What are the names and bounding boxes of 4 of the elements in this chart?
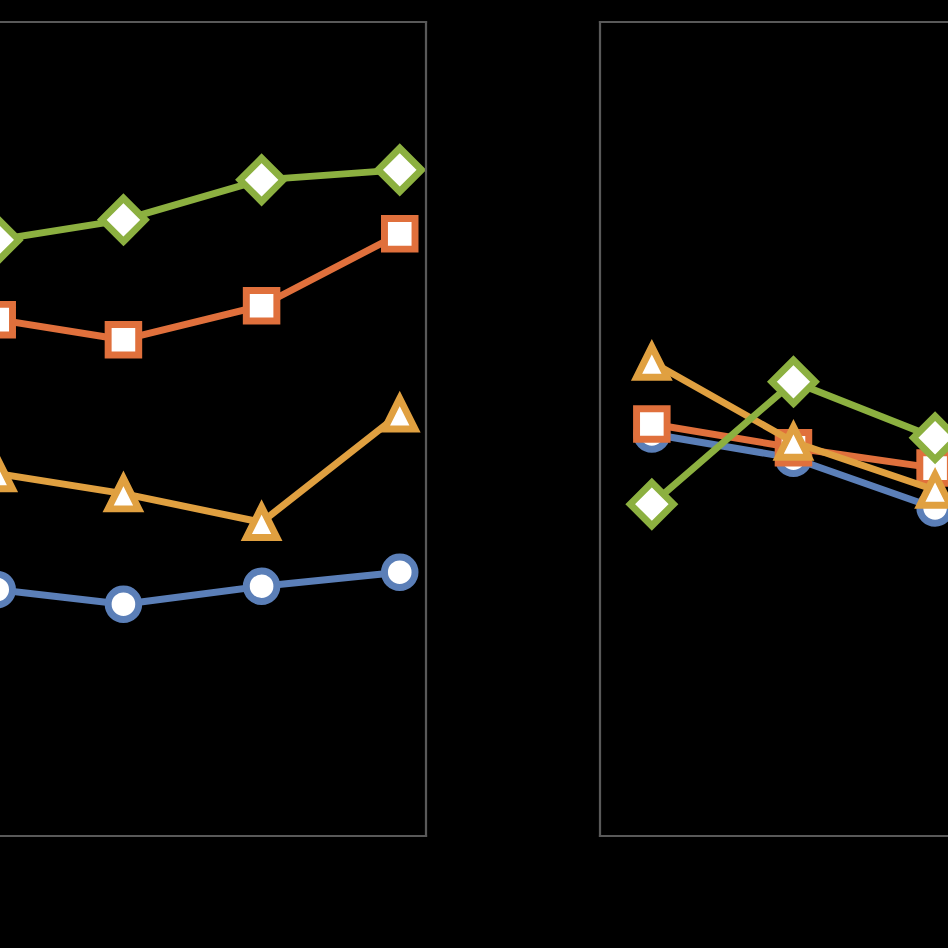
point: [774, 423, 813, 461]
point: [626, 479, 677, 530]
point: [768, 356, 819, 407]
point: [633, 405, 671, 443]
